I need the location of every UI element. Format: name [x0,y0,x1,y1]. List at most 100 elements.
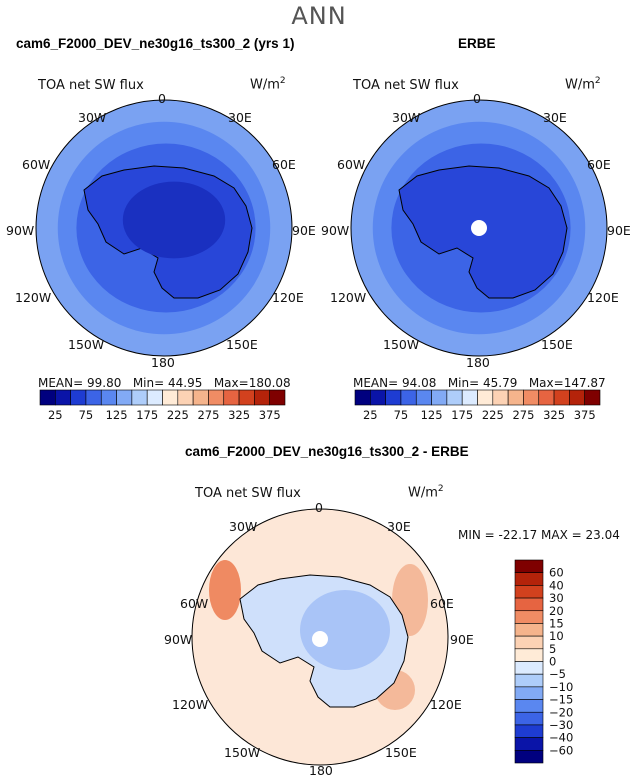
colorbar-tick-label: 225 [167,408,189,422]
panel-title-model: cam6_F2000_DEV_ne30g16_ts300_2 (yrs 1) [16,36,295,51]
colorbar-swatch [514,610,544,624]
colorbar-tick-label: 75 [79,408,94,422]
colorbar-swatch [514,750,544,764]
lon-label-180: 180 [466,355,490,370]
lon-label-90e: 90E [607,223,631,238]
variable-label-model: TOA net SW flux [38,78,144,93]
lon-label-180: 180 [309,763,333,778]
units-label-obs: W/m2 [565,76,601,93]
colorbar-tick-label: −30 [549,718,573,732]
variable-label-diff: TOA net SW flux [195,486,301,501]
lon-label-120w: 120W [172,697,209,712]
colorbar-swatch [514,686,544,700]
variable-label-obs: TOA net SW flux [353,78,459,93]
lon-label-30e: 30E [228,110,252,125]
lon-label-150w: 150W [383,337,420,352]
lon-label-0: 0 [158,91,166,106]
lon-label-120w: 120W [330,290,367,305]
colorbar-tick-label: 40 [549,578,564,592]
colorbar-tick-label: 325 [228,408,250,422]
map-diff-anomaly-60w [209,560,241,620]
colorbar-tick-label: 60 [549,566,564,580]
colorbar-swatch [514,661,544,675]
lon-label-90e: 90E [292,223,316,238]
colorbar-tick-label: 125 [421,408,443,422]
colorbar-tick-label: 375 [259,408,281,422]
lon-label-150e: 150E [385,745,417,760]
colorbar-tick-label: 20 [549,604,564,618]
colorbar-swatch [514,559,544,573]
main-title: ANN [291,2,347,30]
map-plateau [122,181,226,259]
colorbar-swatch [514,623,544,637]
lon-label-30e: 30E [543,110,567,125]
lon-label-120w: 120W [15,290,52,305]
colorbar-tick-label: 25 [363,408,378,422]
lon-label-30w: 30W [392,110,421,125]
colorbar-swatch [514,572,544,586]
colorbar-tick-label: −40 [549,731,573,745]
colorbar-tick-label: 15 [549,616,564,630]
colorbar-tick-label: 325 [543,408,565,422]
colorbar-tick-label: 375 [574,408,596,422]
lon-label-120e: 120E [587,290,619,305]
colorbar-tick-label: 125 [106,408,128,422]
lon-label-150e: 150E [541,337,573,352]
stats-model: MEAN= 99.80 Min= 44.95 Max=180.08 [38,376,291,390]
colorbar-tick-label: 225 [482,408,504,422]
units-label-model: W/m2 [250,76,286,93]
lon-label-90w: 90W [164,632,193,647]
colorbar-tick-label: −20 [549,705,573,719]
stats-obs: MEAN= 94.08 Min= 45.79 Max=147.87 [353,376,606,390]
colorbar-tick-label: 0 [549,655,556,669]
units-label-diff: W/m2 [408,484,444,501]
colorbar-swatch [514,673,544,688]
lon-label-60e: 60E [272,157,296,172]
colorbar-tick-label: −10 [549,680,573,694]
colorbar-tick-label: −5 [549,667,566,681]
colorbar-tick-label: 75 [394,408,409,422]
colorbar-tick-label: 175 [451,408,473,422]
colorbar-tick-label: 275 [197,408,219,422]
colorbar-tick-label: 10 [549,629,564,643]
colorbar-swatch [514,711,544,726]
colorbar-swatch [514,737,544,751]
colorbar-swatch [514,597,544,612]
colorbar-tick-label: 275 [512,408,534,422]
lon-label-30w: 30W [229,519,258,534]
colorbar-swatch [514,635,544,650]
colorbar-tick-label: −60 [549,743,573,757]
lon-label-120e: 120E [272,290,304,305]
lon-label-90w: 90W [321,223,350,238]
lon-label-0: 0 [473,91,481,106]
colorbar-tick-label: 30 [549,591,564,605]
lon-label-90w: 90W [6,223,35,238]
lon-label-180: 180 [151,355,175,370]
lon-label-60e: 60E [587,157,611,172]
lon-label-120e: 120E [430,697,462,712]
panel-title-diff: cam6_F2000_DEV_ne30g16_ts300_2 - ERBE [185,444,469,459]
pole-hole [312,631,328,647]
colorbar-swatch [584,389,601,406]
colorbar-swatch [514,585,544,599]
lon-label-60w: 60W [22,157,51,172]
map-diff-negative-region [300,590,390,670]
lon-label-60e: 60E [430,596,454,611]
colorbar-swatch [514,699,544,713]
lon-label-150w: 150W [68,337,105,352]
colorbar-swatch [269,389,286,406]
colorbar-swatch [514,724,544,738]
panel-title-obs: ERBE [458,36,496,51]
lon-label-30w: 30W [78,110,107,125]
colorbar-tick-label: 175 [136,408,158,422]
colorbar-tick-label: 25 [48,408,63,422]
colorbar-tick-label: −15 [549,693,573,707]
pole-hole [471,220,487,236]
